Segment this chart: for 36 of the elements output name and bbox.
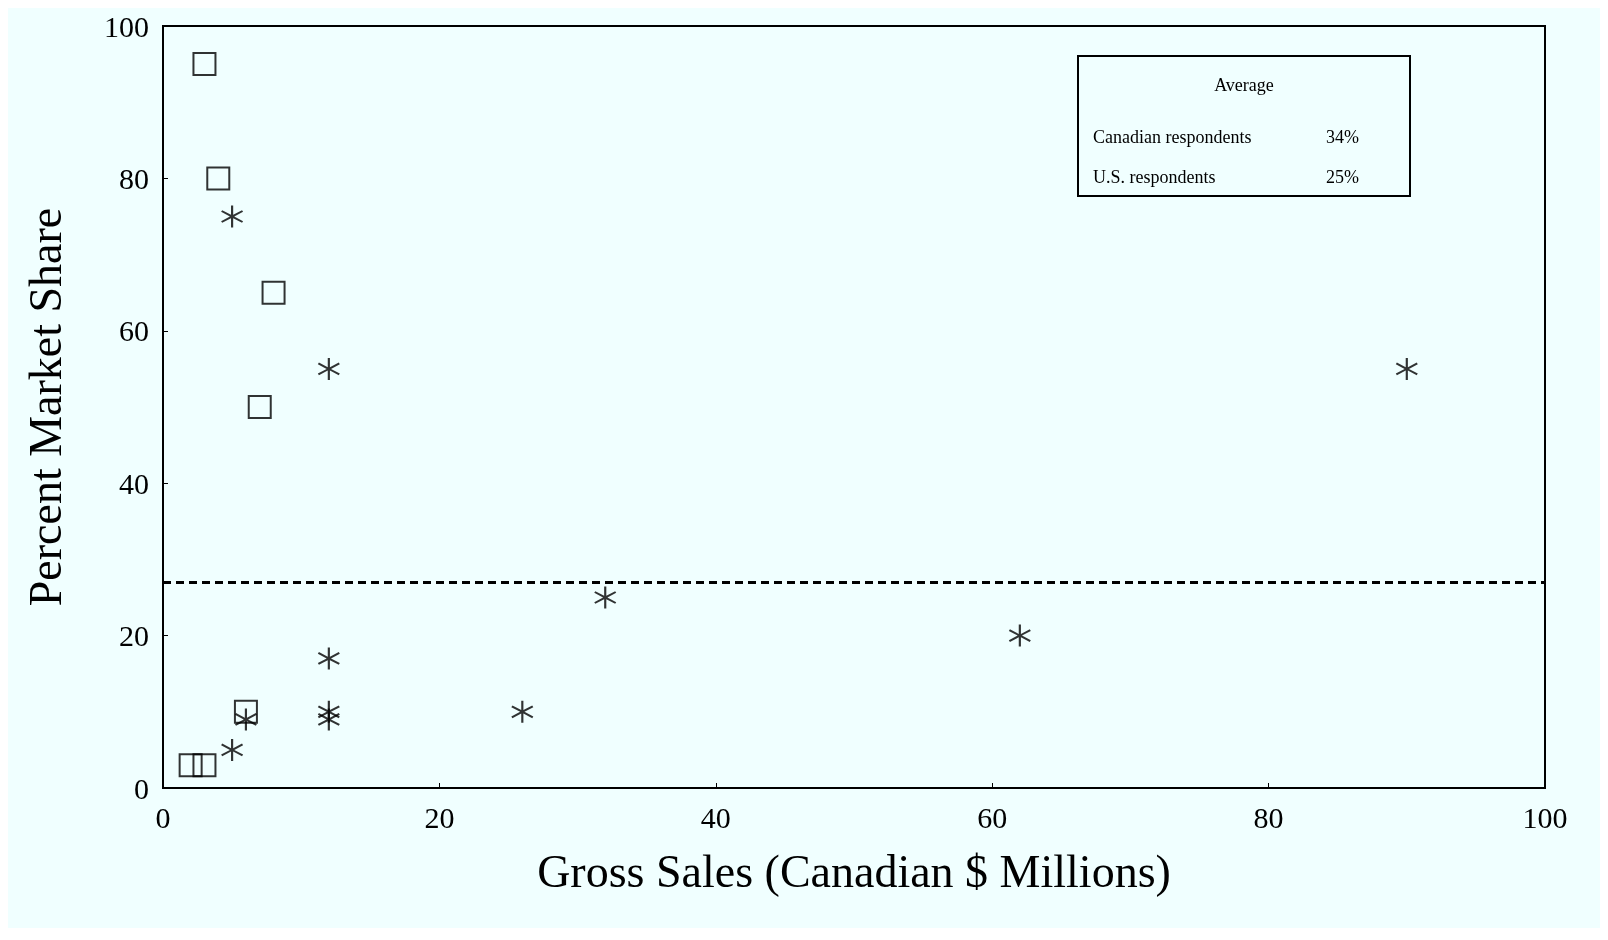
point <box>1008 624 1031 647</box>
point <box>192 52 217 77</box>
point <box>317 708 340 731</box>
x-tick-label: 20 <box>424 800 455 834</box>
annotation: 25% <box>1326 167 1359 187</box>
point <box>594 586 617 609</box>
point <box>261 280 286 305</box>
y-tick-label: 40 <box>119 466 149 500</box>
point <box>221 738 244 761</box>
x-axis-title: Gross Sales (Canadian $ Millions) <box>537 845 1171 897</box>
point <box>317 647 340 670</box>
y-tick-label: 80 <box>119 161 149 195</box>
y-tick-label: 0 <box>134 771 149 805</box>
point <box>234 708 257 731</box>
point <box>233 699 258 724</box>
x-tick-label: 0 <box>155 800 171 834</box>
annotation: 34% <box>1326 127 1359 147</box>
x-tick-label: 60 <box>977 800 1008 834</box>
y-tick-label: 60 <box>119 314 149 348</box>
annotation: U.S. respondents <box>1093 167 1216 187</box>
x-tick-label: 80 <box>1253 800 1284 834</box>
y-tick-label: 20 <box>119 619 149 653</box>
point <box>192 753 217 778</box>
x-tick-label: 40 <box>700 800 731 834</box>
x-tick-label: 100 <box>1522 800 1568 834</box>
point <box>247 395 272 419</box>
y-axis-title: Percent Market Share <box>19 207 71 607</box>
point <box>206 166 231 191</box>
annotation: Canadian respondents <box>1093 127 1252 147</box>
annotation: Average <box>1214 75 1274 95</box>
point <box>1395 357 1418 380</box>
y-tick-label: 100 <box>104 9 149 43</box>
point <box>178 753 203 778</box>
point <box>221 205 244 228</box>
point <box>317 357 340 380</box>
point <box>511 700 534 723</box>
